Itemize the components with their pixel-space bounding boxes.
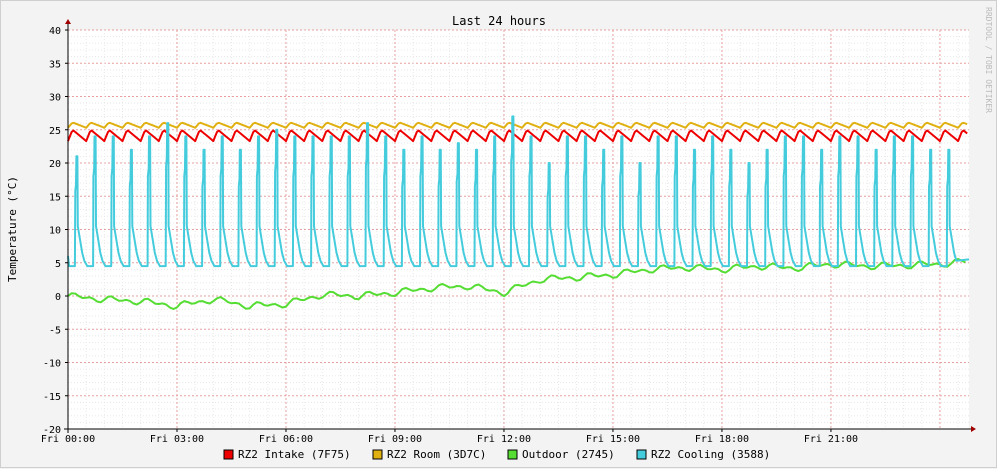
- legend-swatch-3: [507, 449, 518, 460]
- series-line-2: [67, 121, 968, 129]
- watermark-text: RRDTOOL / TOBI OETIKER: [984, 7, 993, 113]
- chart-title: Last 24 hours: [452, 14, 546, 28]
- y-tick-label: -5: [49, 325, 61, 336]
- y-tick-label: 20: [49, 159, 61, 170]
- legend-swatch-1: [223, 449, 234, 460]
- y-tick-label: 30: [49, 93, 61, 104]
- y-tick-label: 10: [49, 226, 61, 237]
- x-tick-label: Fri 03:00: [150, 434, 204, 445]
- y-tick-label: 15: [49, 192, 61, 203]
- legend-label-3: Outdoor (2745): [522, 448, 615, 461]
- x-tick-label: Fri 06:00: [259, 434, 313, 445]
- legend-label-2: RZ2 Room (3D7C): [387, 448, 486, 461]
- y-tick-label: 40: [49, 26, 61, 37]
- x-tick-label: Fri 18:00: [695, 434, 749, 445]
- y-axis-label: Temperature (°C): [6, 176, 19, 282]
- x-tick-label: Fri 21:00: [804, 434, 858, 445]
- x-axis-arrow: [971, 426, 976, 432]
- x-tick-label: Fri 09:00: [368, 434, 422, 445]
- y-axis-arrow: [65, 19, 71, 24]
- series-layer: [67, 115, 970, 310]
- legend-label-4: RZ2 Cooling (3588): [651, 448, 770, 461]
- axes: [64, 19, 976, 433]
- y-tick-label: 0: [55, 292, 61, 303]
- grid: [67, 29, 969, 430]
- legend-swatch-4: [636, 449, 647, 460]
- y-tick-label: -20: [43, 425, 61, 436]
- y-tick-label: -15: [43, 392, 61, 403]
- x-tick-label: Fri 00:00: [41, 434, 95, 445]
- y-tick-label: -10: [43, 359, 61, 370]
- legend-swatch-2: [372, 449, 383, 460]
- series-line-1: [67, 129, 968, 143]
- legend-label-1: RZ2 Intake (7F75): [238, 448, 351, 461]
- series-line-4: [67, 115, 970, 268]
- y-tick-label: 5: [55, 259, 61, 270]
- x-tick-label: Fri 12:00: [477, 434, 531, 445]
- legend: RZ2 Intake (7F75) RZ2 Room (3D7C) Outdoor …: [223, 448, 770, 461]
- plot-area: [68, 30, 969, 429]
- x-tick-label: Fri 15:00: [586, 434, 640, 445]
- y-tick-label: 25: [49, 126, 61, 137]
- y-tick-label: 35: [49, 59, 61, 70]
